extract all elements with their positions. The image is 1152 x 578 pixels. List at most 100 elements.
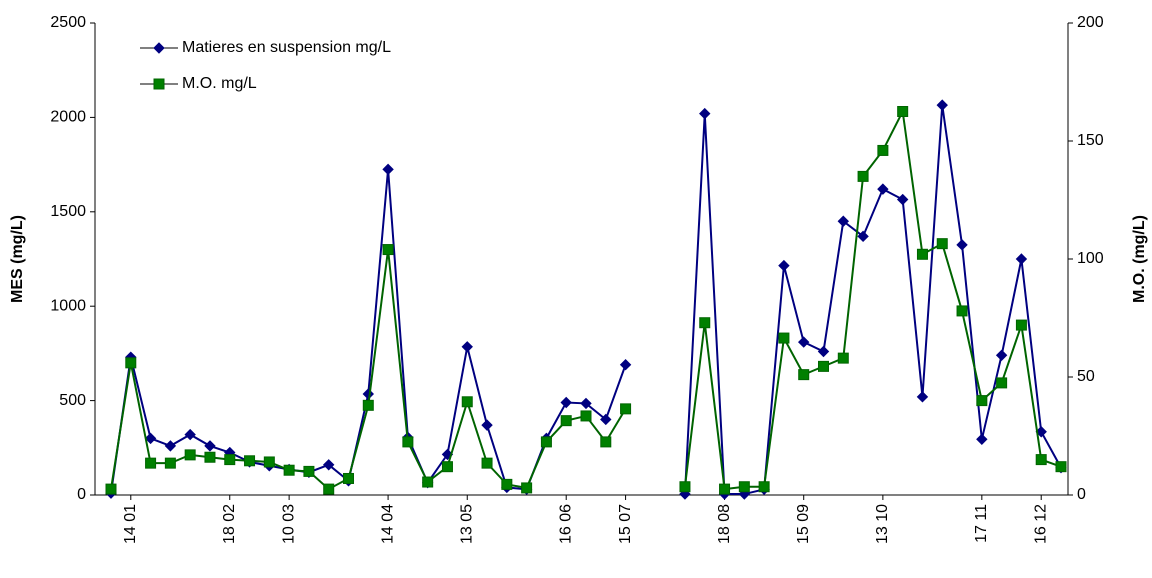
data-point [521, 482, 533, 494]
data-point [441, 461, 453, 473]
data-point [1015, 319, 1027, 331]
y-tick-label: 2500 [50, 14, 86, 31]
data-point [699, 317, 711, 329]
data-point [105, 483, 117, 495]
data-point [283, 464, 295, 476]
data-point [303, 465, 315, 477]
data-point [1055, 461, 1067, 473]
data-point [798, 336, 810, 348]
x-tick-label: 16 06 [557, 504, 574, 544]
y-tick-label: 1000 [50, 297, 86, 314]
data-point [204, 440, 216, 452]
x-tick-label: 13 05 [458, 504, 475, 544]
legend-label: M.O. mg/L [182, 75, 257, 92]
y-tick-label: 500 [59, 392, 86, 409]
data-point [481, 457, 493, 469]
data-point [818, 360, 829, 372]
data-point [877, 144, 889, 156]
data-point [343, 472, 354, 484]
data-point [877, 183, 889, 195]
legend-label: Matieres en suspension mg/L [182, 39, 391, 56]
data-point [580, 410, 592, 422]
data-point [125, 357, 137, 369]
y2-tick-label: 150 [1077, 132, 1104, 149]
data-point [976, 433, 988, 446]
data-point [837, 215, 849, 227]
data-point [164, 440, 177, 452]
x-tick-label: 10 03 [280, 504, 297, 544]
data-point [263, 456, 275, 468]
data-point [600, 436, 612, 448]
data-point [758, 481, 770, 493]
data-point [916, 248, 928, 260]
data-point [936, 238, 948, 250]
x-tick-label: 17 11 [973, 504, 990, 543]
data-point [560, 396, 572, 409]
y2-tick-label: 100 [1077, 250, 1104, 267]
data-point [896, 193, 909, 206]
data-point [619, 359, 632, 371]
data-point [501, 478, 513, 490]
data-point [323, 483, 335, 495]
data-point [540, 436, 552, 448]
legend-marker [153, 42, 165, 54]
data-point [719, 483, 731, 495]
data-point [461, 341, 473, 353]
x-tick-label: 15 07 [617, 504, 634, 544]
data-point [184, 428, 196, 441]
data-point [560, 415, 572, 427]
data-point [956, 239, 968, 251]
x-tick-label: 14 04 [379, 504, 396, 544]
x-tick-label: 16 12 [1032, 504, 1049, 544]
data-point [382, 163, 394, 176]
data-point [362, 399, 374, 411]
data-point [382, 244, 394, 256]
data-point [402, 436, 414, 448]
data-point [798, 369, 810, 381]
data-point [976, 395, 988, 407]
data-point [778, 259, 790, 272]
data-point [224, 454, 236, 466]
y-tick-label: 1500 [50, 203, 86, 220]
data-point [738, 481, 750, 493]
data-point [857, 170, 869, 182]
x-tick-label: 13 10 [874, 504, 891, 544]
data-point [956, 305, 968, 317]
y2-axis-label: M.O. (mg/L) [1131, 215, 1148, 303]
data-point [620, 403, 632, 415]
y-tick-label: 2000 [50, 109, 86, 126]
x-tick-label: 18 02 [221, 504, 238, 544]
series-line [110, 108, 1062, 491]
data-point [936, 99, 948, 111]
x-tick-label: 14 01 [122, 504, 139, 544]
data-point [817, 345, 830, 358]
data-point [422, 476, 434, 488]
y2-tick-label: 50 [1077, 368, 1095, 385]
data-point [164, 457, 176, 469]
data-point [778, 332, 790, 344]
data-point [580, 397, 592, 410]
y2-tick-label: 200 [1077, 14, 1104, 31]
data-point [837, 352, 849, 364]
y-tick-label: 0 [77, 486, 86, 503]
x-tick-label: 15 09 [795, 504, 812, 544]
data-point [1015, 253, 1028, 265]
data-point [916, 391, 929, 403]
data-point [679, 481, 691, 493]
y-axis-label: MES (mg/L) [9, 215, 26, 303]
y2-tick-label: 0 [1077, 486, 1086, 503]
data-point [897, 106, 909, 117]
data-point [144, 432, 157, 445]
data-point [995, 349, 1008, 361]
data-point [1035, 454, 1047, 466]
data-point [481, 419, 493, 431]
series-line [110, 104, 1062, 496]
data-point [244, 455, 256, 467]
data-point [699, 107, 711, 120]
data-point [204, 451, 216, 463]
data-point [857, 230, 869, 243]
data-point [184, 449, 196, 461]
data-point [600, 413, 612, 426]
data-point [145, 457, 157, 469]
